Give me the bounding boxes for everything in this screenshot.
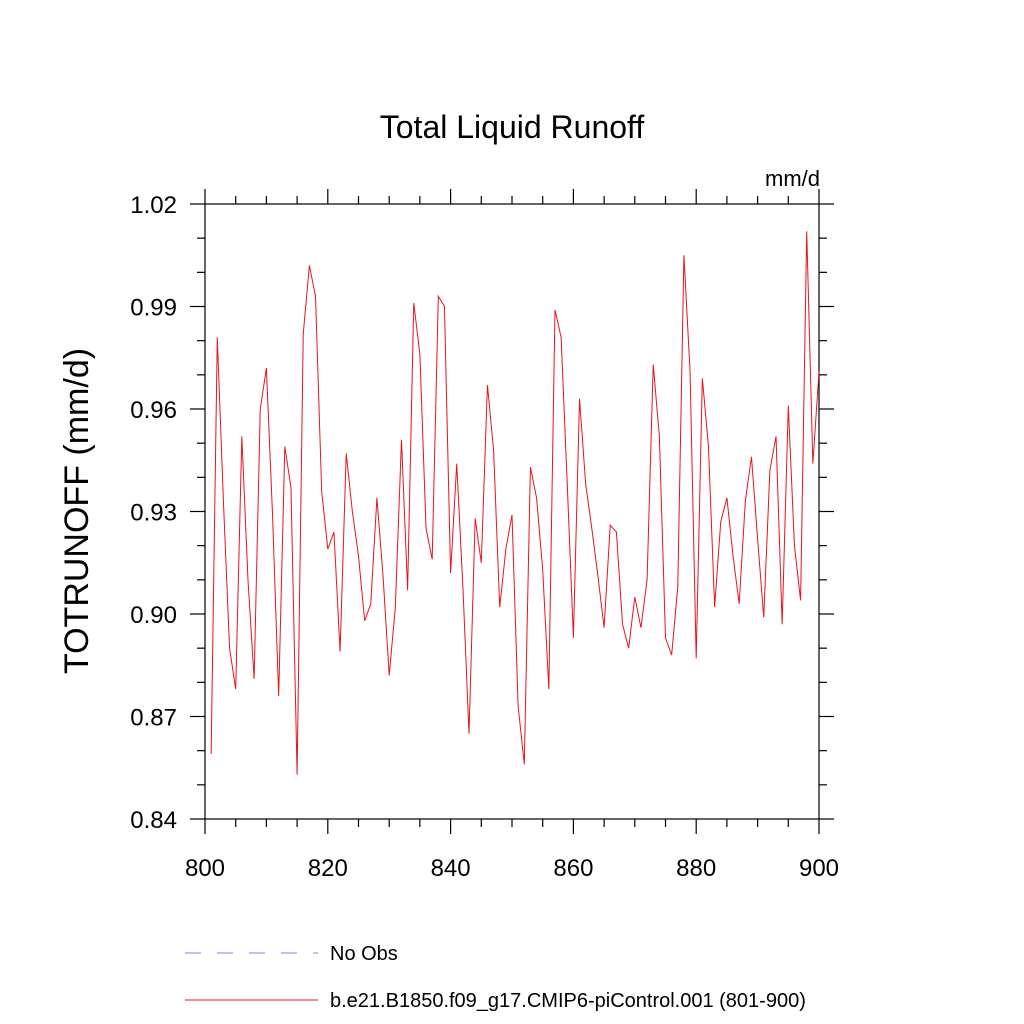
y-tick-label: 0.93 (130, 500, 177, 527)
data-line (210, 231, 820, 775)
x-tick-label: 820 (308, 855, 348, 882)
legend-label: b.e21.B1850.f09_g17.CMIP6-piControl.001 … (330, 990, 806, 1012)
y-tick-label: 0.99 (130, 295, 177, 322)
y-axis-label: TOTRUNOFF (mm/d) (58, 348, 96, 674)
x-tick-label: 840 (431, 855, 471, 882)
y-tick-label: 0.84 (130, 807, 177, 834)
y-tick-label: 0.90 (130, 602, 177, 629)
x-tick-label: 860 (553, 855, 593, 882)
x-tick-label: 880 (676, 855, 716, 882)
x-tick-label: 900 (799, 855, 839, 882)
units-label: mm/d (765, 166, 820, 191)
y-tick-label: 0.96 (130, 397, 177, 424)
y-tick-label: 0.87 (130, 705, 177, 732)
chart-title: Total Liquid Runoff (380, 109, 645, 145)
y-tick-label: 1.02 (130, 192, 177, 219)
x-tick-label: 800 (185, 855, 225, 882)
plot-frame (204, 203, 820, 820)
legend-label: No Obs (330, 943, 398, 965)
